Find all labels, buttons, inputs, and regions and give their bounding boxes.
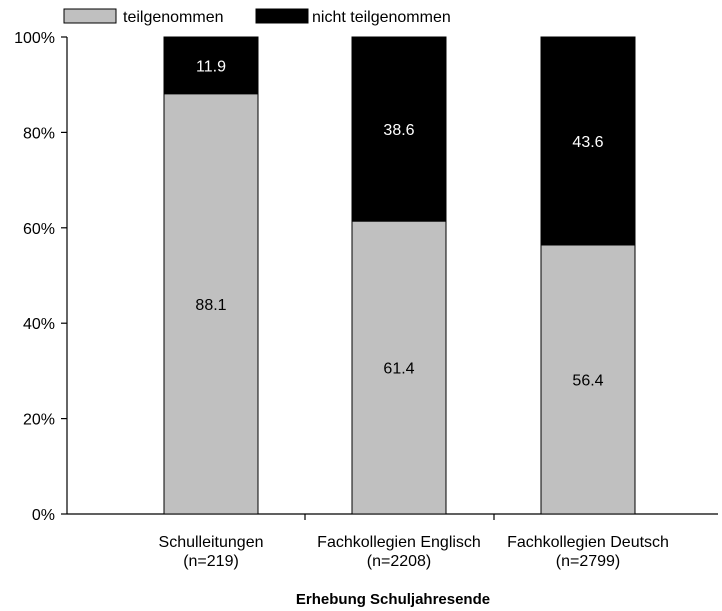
y-tick-label: 20% [23, 412, 55, 429]
data-label: 11.9 [196, 58, 226, 75]
axes: 0% 20% 40% 60% 80% 100% Schulleitungen (n=219) F… [14, 30, 718, 570]
data-label: 43.6 [572, 134, 603, 151]
y-tick-label: 80% [23, 125, 55, 142]
legend-label: teilgenommen [123, 9, 224, 26]
data-label: 56.4 [572, 372, 603, 389]
data-label: 38.6 [383, 122, 414, 139]
bar-segment [540, 36, 636, 246]
y-tick-label: 40% [23, 316, 55, 333]
category-label: Fachkollegien Deutsch (n=2799) [507, 534, 669, 570]
bar-segment [351, 220, 447, 515]
bar-segment [163, 36, 259, 95]
legend-swatch [255, 8, 309, 24]
y-tick-label: 100% [14, 30, 55, 47]
bars [163, 36, 636, 515]
legend-swatch [63, 8, 117, 24]
category-label: Fachkollegien Englisch (n=2208) [317, 534, 481, 570]
category-label: Schulleitungen (n=219) [159, 534, 264, 570]
y-tick-label: 0% [32, 507, 55, 524]
y-tick-label: 60% [23, 221, 55, 238]
bar-segment [163, 93, 259, 515]
bar-segment [351, 36, 447, 222]
bar-segment [540, 244, 636, 515]
data-label: 61.4 [383, 361, 414, 378]
data-labels: 88.1 11.9 61.4 38.6 56.4 43.6 [195, 58, 603, 389]
x-axis-title: Erhebung Schuljahresende [296, 591, 490, 608]
legend-label: nicht teilgenommen [312, 9, 451, 26]
data-label: 88.1 [195, 297, 226, 314]
legend: teilgenommen nicht teilgenommen [63, 8, 451, 26]
